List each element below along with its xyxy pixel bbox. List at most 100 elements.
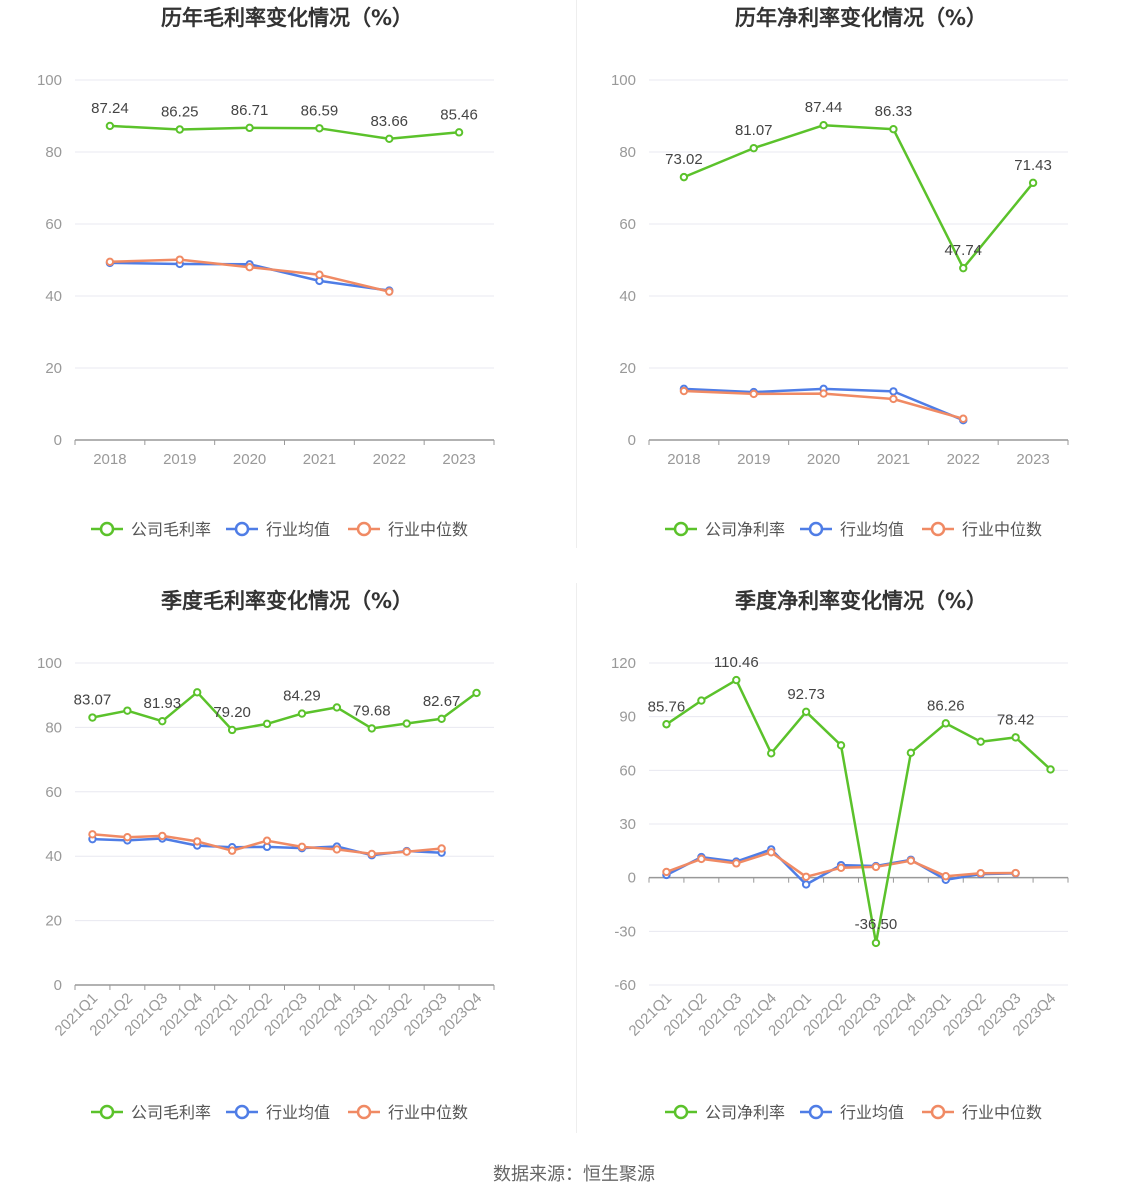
data-point-company <box>1011 733 1020 742</box>
y-tick-label: 60 <box>619 762 636 779</box>
y-tick-label: -60 <box>614 977 636 994</box>
quarterly-gross-margin-chart: 季度毛利率变化情况（%）0204060801002021Q12021Q22021… <box>37 589 495 1122</box>
circle-line-icon <box>808 521 824 537</box>
data-point-company <box>385 134 394 144</box>
legend-label: 行业中位数 <box>962 1103 1042 1122</box>
data-point-company <box>767 749 776 758</box>
y-tick-label: 60 <box>45 784 62 801</box>
chart-title: 季度毛利率变化情况（%） <box>161 589 413 613</box>
x-tick-label: 2019 <box>163 451 196 468</box>
legend-item: 行业均值 <box>226 1103 330 1122</box>
circle-line-icon <box>808 1104 824 1120</box>
data-label: 87.24 <box>91 100 129 117</box>
data-point-company <box>697 696 706 705</box>
legend-label: 行业中位数 <box>962 520 1042 539</box>
legend-label: 行业中位数 <box>388 520 468 539</box>
data-point-industry_median <box>193 837 202 846</box>
data-label: 82.67 <box>423 693 461 710</box>
data-label: 85.46 <box>440 106 478 123</box>
data-point-industry_median <box>767 848 776 857</box>
data-point-industry_avg <box>889 387 898 396</box>
y-tick-label: 0 <box>628 432 636 449</box>
data-label: 86.33 <box>875 103 913 120</box>
legend-label: 行业均值 <box>840 1103 904 1122</box>
chart-title: 历年净利率变化情况（%） <box>735 6 987 30</box>
series-line-company <box>92 691 478 732</box>
data-point-company <box>158 716 167 726</box>
circle-line-icon <box>99 521 115 537</box>
data-point-industry_median <box>1011 868 1020 878</box>
data-label: 79.68 <box>353 702 391 719</box>
data-point-company <box>976 737 985 746</box>
data-label: 71.43 <box>1014 157 1052 174</box>
data-point-industry_median <box>123 833 132 842</box>
data-point-industry_median <box>385 287 394 296</box>
legend-item: 公司毛利率 <box>91 1103 211 1122</box>
data-point-company <box>749 143 758 153</box>
circle-line-icon <box>356 521 372 537</box>
data-label: 78.42 <box>997 711 1035 728</box>
data-point-company <box>262 719 272 729</box>
data-point-company <box>819 121 828 130</box>
y-tick-label: 100 <box>611 72 636 89</box>
data-label: 83.07 <box>74 692 112 709</box>
data-point-company <box>315 124 324 133</box>
y-tick-label: 30 <box>619 816 636 833</box>
data-point-company <box>1046 765 1055 774</box>
data-label: 86.71 <box>231 102 269 119</box>
data-point-industry_avg <box>801 880 811 889</box>
legend-item: 行业中位数 <box>922 1103 1042 1122</box>
data-point-company <box>105 121 115 131</box>
circle-line-icon <box>356 1104 372 1120</box>
x-tick-label: 2022 <box>947 451 980 468</box>
data-point-company <box>679 172 689 182</box>
x-tick-label: 2021 <box>303 451 336 468</box>
data-label: 87.44 <box>805 99 843 116</box>
data-label: 86.59 <box>301 102 339 119</box>
data-point-company <box>454 128 464 137</box>
data-point-company <box>402 719 411 728</box>
legend-label: 行业均值 <box>840 520 904 539</box>
annual-gross-margin-chart: 历年毛利率变化情况（%） 0 20 40 60 80 100 2018 2019 2020 2021… <box>37 6 495 539</box>
data-point-industry_median <box>245 263 254 272</box>
data-point-industry_median <box>679 386 689 396</box>
data-point-company <box>662 720 671 729</box>
data-point-company <box>297 709 307 718</box>
data-point-industry_median <box>836 863 846 873</box>
legend-label: 公司毛利率 <box>131 1103 211 1122</box>
data-label: 83.66 <box>370 113 408 130</box>
data-point-industry_median <box>437 844 446 853</box>
circle-line-icon <box>930 521 946 537</box>
data-label: 86.26 <box>927 697 965 714</box>
data-point-industry_median <box>749 389 758 399</box>
x-tick-label: 2019 <box>737 451 770 468</box>
data-point-industry_median <box>732 859 741 868</box>
data-point-company <box>889 125 898 134</box>
data-point-industry_median <box>315 270 324 279</box>
legend-item: 行业中位数 <box>348 1103 468 1122</box>
data-label: 81.93 <box>144 695 182 712</box>
circle-line-icon <box>673 521 689 537</box>
data-point-industry_median <box>941 872 950 881</box>
legend-label: 行业均值 <box>266 1103 330 1122</box>
data-point-industry_median <box>88 830 97 839</box>
data-point-company <box>175 125 184 134</box>
data-point-company <box>732 675 741 685</box>
y-tick-label: 90 <box>619 709 636 726</box>
chart-title: 历年毛利率变化情况（%） <box>161 6 413 30</box>
data-point-industry_median <box>889 394 898 404</box>
data-point-company <box>88 713 97 722</box>
annual-net-margin-chart: 历年净利率变化情况（%） 0 20 40 60 80 100 2018 2019 2020 2021… <box>611 6 1069 539</box>
y-tick-label: 40 <box>45 288 62 305</box>
data-point-industry_median <box>105 257 115 266</box>
chart-panel-quarterly-gross-margin: 季度毛利率变化情况（%） 0 20 40 60 80 100 2021Q1 2021Q2 2021… <box>0 583 574 1166</box>
chart-panel-annual-gross-margin: 历年毛利率变化情况（%） 0 20 40 60 80 100 2018 2019 2020 2021… <box>0 0 574 583</box>
y-tick-label: 20 <box>45 360 62 377</box>
data-label: 84.29 <box>283 688 321 705</box>
data-point-industry_median <box>227 846 237 855</box>
y-tick-label: 40 <box>45 848 62 865</box>
data-point-industry_median <box>662 867 671 877</box>
data-point-company <box>332 703 342 712</box>
data-point-industry_median <box>402 847 411 856</box>
series-line-company <box>665 678 1052 945</box>
